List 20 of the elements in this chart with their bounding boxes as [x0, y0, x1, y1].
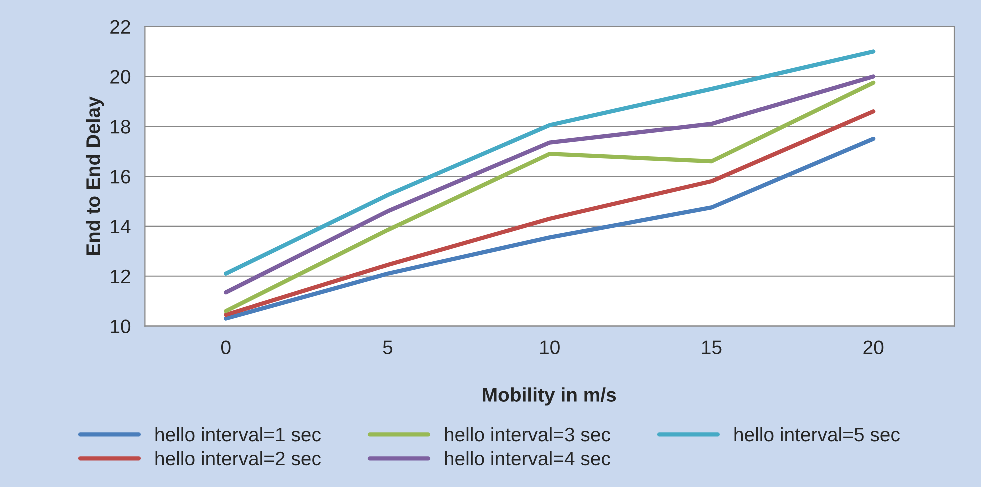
x-tick-label: 10 [540, 340, 560, 354]
legend-label: hello interval=1 sec [156, 427, 321, 442]
line-series [224, 50, 876, 276]
y-tick-label: 14 [111, 220, 131, 234]
y-tick-label: 10 [111, 320, 131, 334]
legend-label: hello interval=5 sec [734, 427, 900, 442]
y-tick-label: 16 [111, 170, 130, 184]
x-axis-title: Mobility in m/s [483, 388, 616, 406]
legend-label: hello interval=3 sec [445, 427, 610, 442]
x-tick-label: 20 [864, 340, 884, 354]
y-tick-label: 12 [111, 270, 130, 284]
x-tick-label: 0 [221, 340, 231, 354]
x-tick-label: 15 [702, 340, 722, 354]
y-tick-label: 20 [110, 70, 131, 84]
legend-label: hello interval=4 sec [445, 451, 610, 466]
y-axis-title: End to End Delay [86, 96, 104, 256]
x-tick-label: 5 [383, 340, 393, 354]
y-tick-label: 22 [110, 20, 130, 34]
y-tick-label: 18 [111, 120, 130, 134]
legend-label: hello interval=2 sec [156, 451, 321, 466]
